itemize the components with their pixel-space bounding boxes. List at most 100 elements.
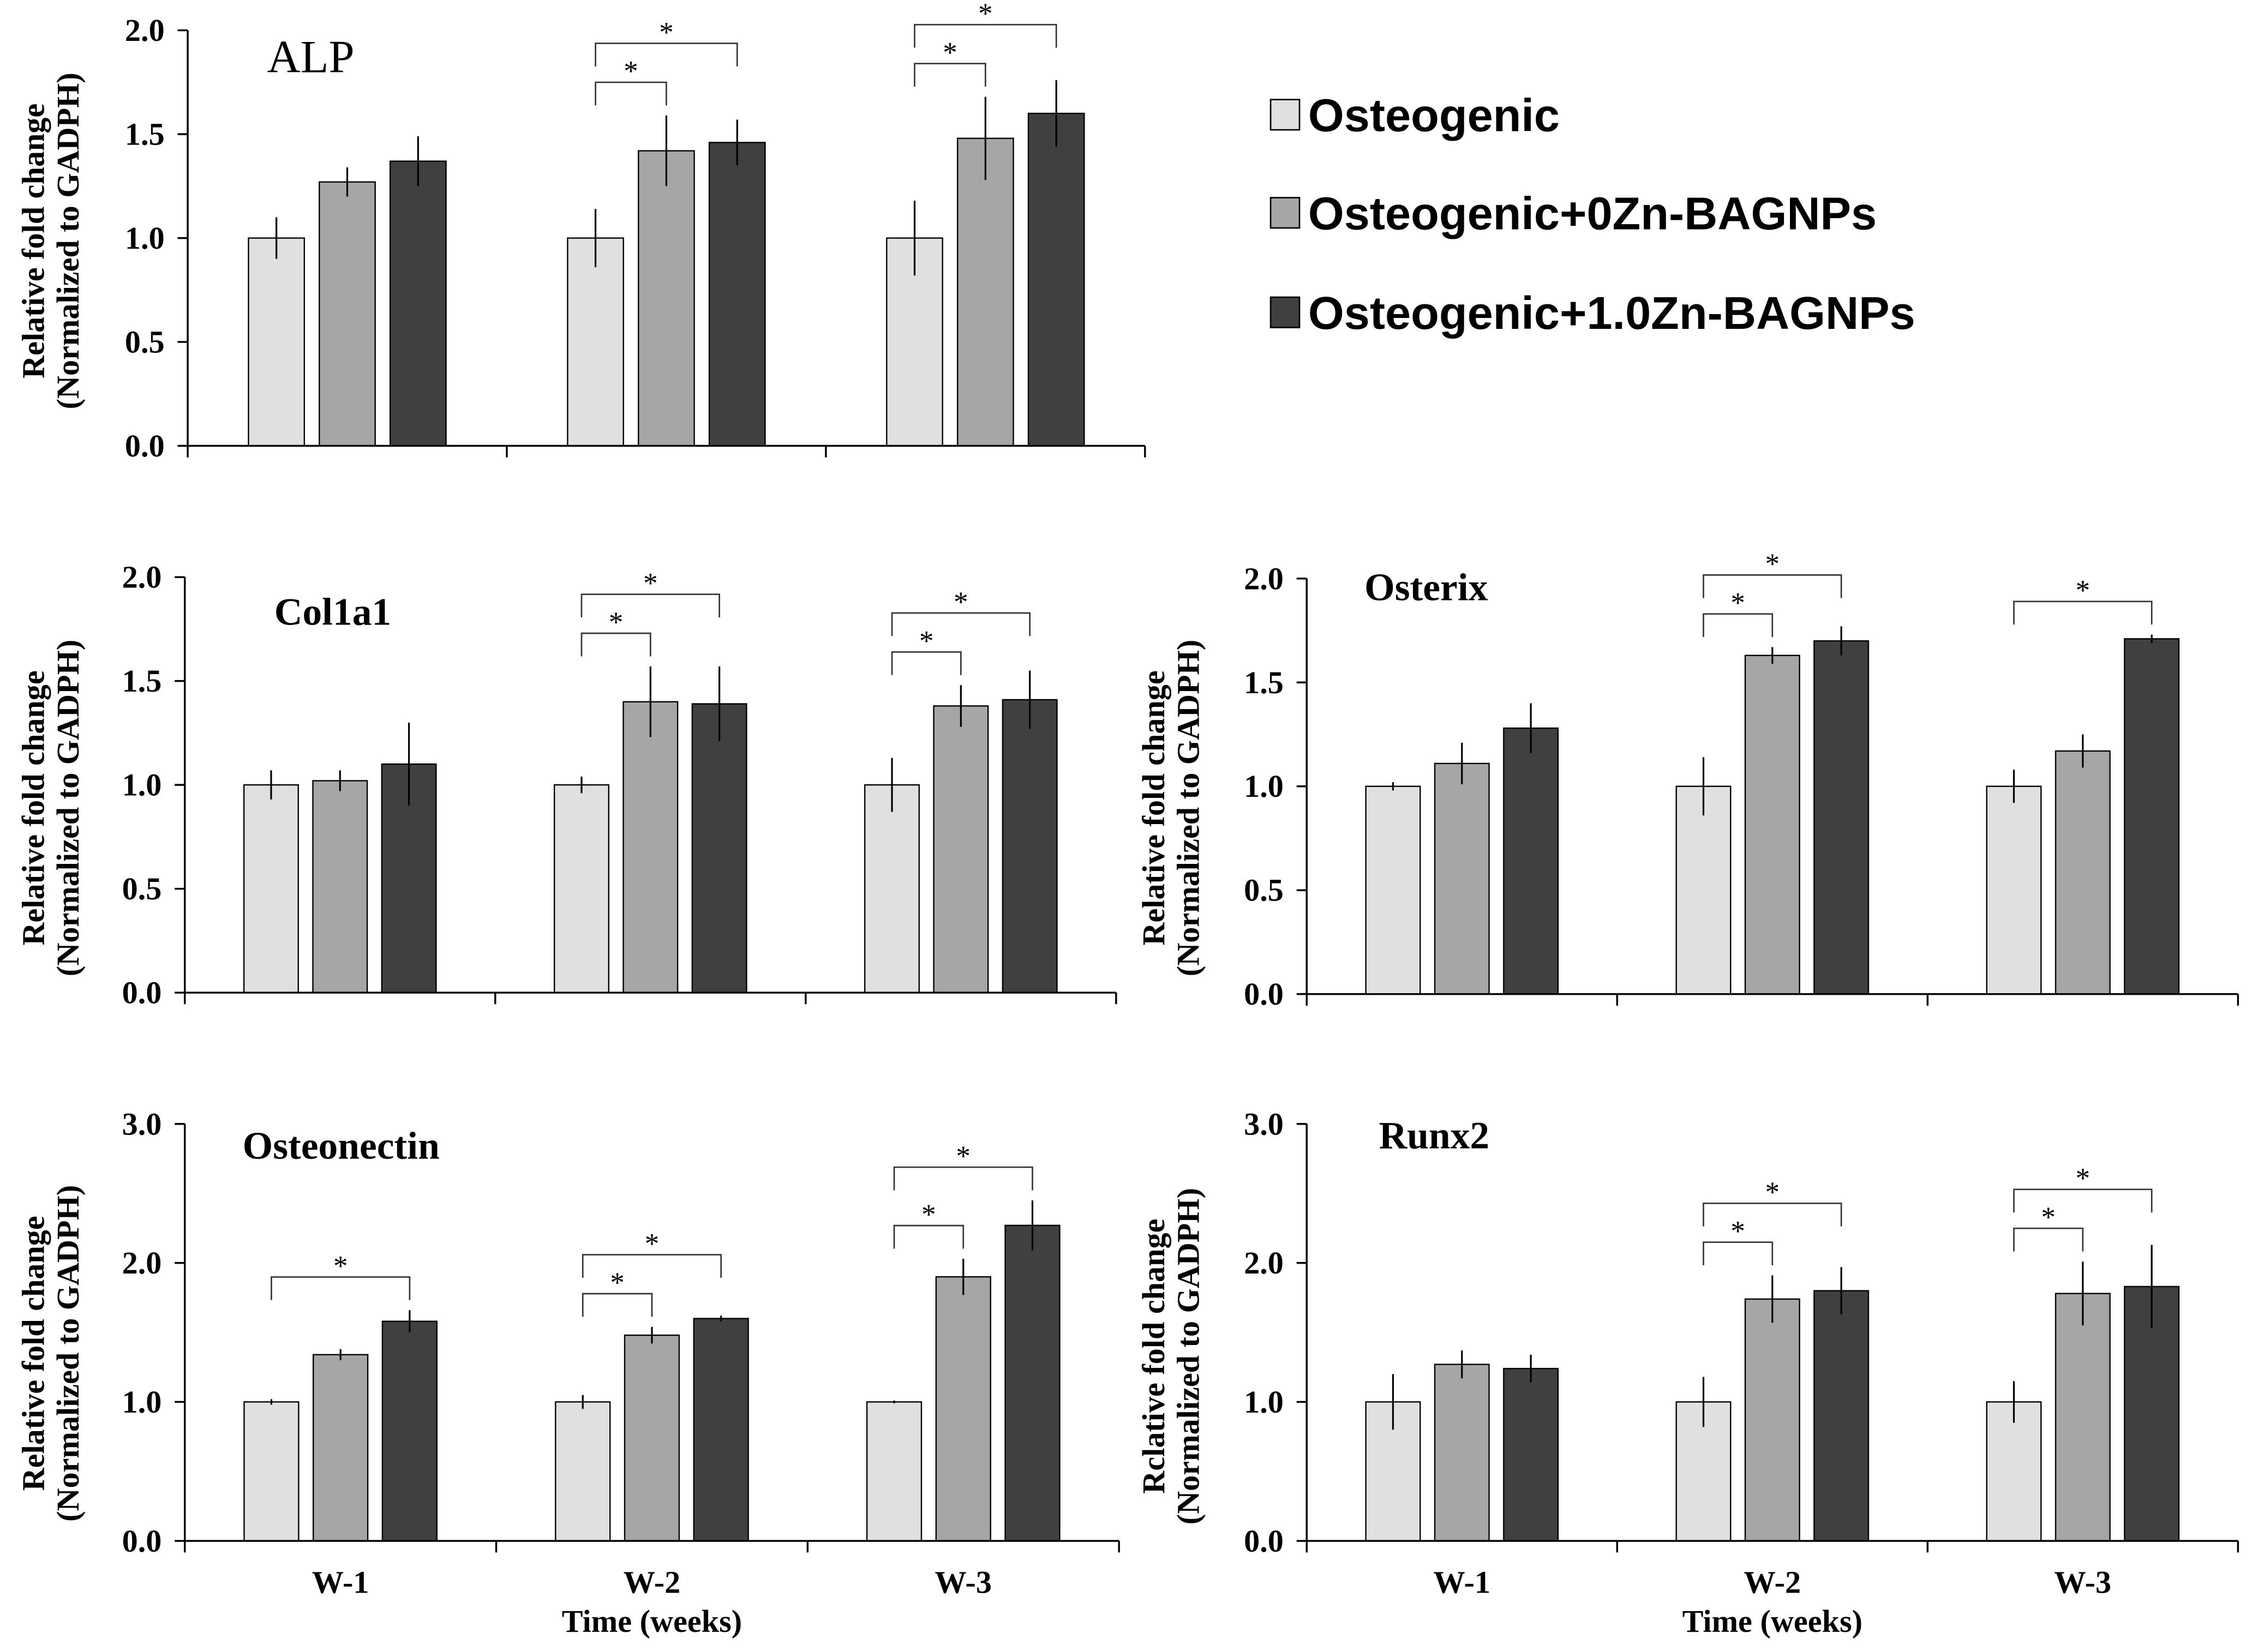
osterix-significance-bracket-3 [2013,600,2153,625]
osteonectin-bar-3-3 [1004,1224,1061,1542]
osterix-bar-1-3 [1503,727,1559,995]
osteonectin-y-tick-label-1: 1.0 [122,1384,162,1420]
osteonectin-bar-1-3 [381,1320,438,1542]
runx2-significance-star-2: * [1765,1177,1780,1209]
col1a1-significance-bracket-2 [580,593,720,618]
alp-significance-bracket-2 [595,43,738,67]
osteonectin-bar-2-2 [624,1334,680,1542]
runx2-significance-star-3: * [2041,1202,2055,1234]
osteonectin-significance-star-5: * [956,1140,971,1172]
col1a1-bar-3-3 [1002,699,1058,994]
osterix-title: Osterix [1364,566,1488,609]
runx2-chart: Runx2 Rclative fold change(Normalized to … [1136,1106,2239,1639]
col1a1-title: Col1a1 [274,590,391,633]
legend-item-osteogenic-0zn: Osteogenic+0Zn-BAGNPs [1269,188,1877,239]
alp-chart: ALP Relative fold change(Normalized to GA… [15,0,1146,464]
osteonectin-y-tick-label-3: 3.0 [122,1106,162,1142]
osteonectin-category-label-1: W-1 [312,1565,369,1600]
osteonectin-significance-bracket-5 [893,1166,1033,1191]
runx2-category-label-2: W-2 [1744,1565,1801,1600]
col1a1-bar-3-1 [864,784,920,994]
alp-y-tick-label-2: 1.0 [125,220,165,256]
osteonectin-significance-bracket-2 [582,1293,653,1317]
alp-title: ALP [267,32,355,82]
osteonectin-y-axis-label-line-1: Relative fold change [15,1216,51,1491]
runx2-significance-bracket-1 [1703,1241,1774,1266]
osterix-y-tick-label-4: 2.0 [1244,561,1284,596]
col1a1-y-axis-label-line-2: (Normalized to GADPH) [50,640,86,976]
osteonectin-significance-bracket-1 [271,1276,411,1300]
col1a1-bar-2-3 [691,703,747,994]
osterix-y-tick-label-2: 1.0 [1244,768,1284,804]
alp-significance-star-4: * [978,0,992,30]
legend-swatch-osteogenic-0zn [1269,197,1301,229]
col1a1-y-tick-label-0: 0.0 [122,975,162,1011]
alp-y-axis-label-line-2: (Normalized to GADPH) [50,73,86,409]
col1a1-significance-star-4: * [954,586,968,618]
osterix-y-axis-label-line-2: (Normalized to GADPH) [1171,640,1206,976]
alp-y-tick-label-4: 2.0 [125,13,165,48]
osteonectin-y-tick-label-2: 2.0 [122,1245,162,1281]
osterix-significance-star-3: * [2076,575,2090,606]
runx2-significance-star-1: * [1730,1216,1745,1247]
runx2-y-tick-label-2: 2.0 [1244,1245,1284,1281]
osteonectin-bar-2-3 [693,1318,749,1542]
legend-label-osteogenic-0zn: Osteogenic+0Zn-BAGNPs [1308,188,1877,239]
osteonectin-significance-star-4: * [921,1199,936,1230]
osteonectin-bar-1-2 [313,1354,369,1542]
alp-significance-star-1: * [624,56,638,87]
alp-bar-1-2 [319,181,376,447]
runx2-bar-2-2 [1744,1298,1800,1542]
runx2-y-tick-label-3: 3.0 [1244,1106,1284,1142]
osterix-bar-3-2 [2055,750,2111,995]
alp-significance-star-2: * [659,17,673,49]
osterix-y-tick-label-3: 1.5 [1244,665,1284,700]
runx2-y-tick-label-1: 1.0 [1244,1384,1284,1420]
legend-swatch-osteogenic [1269,99,1301,131]
runx2-significance-bracket-2 [1703,1202,1842,1227]
osteonectin-chart: Osteonectin Relative fold change(Normaliz… [15,1106,1120,1639]
osteonectin-title: Osteonectin [243,1124,440,1167]
osteonectin-significance-bracket-3 [582,1254,722,1278]
osterix-significance-bracket-2 [1703,574,1842,598]
alp-bar-2-2 [638,150,695,447]
osteonectin-bar-3-2 [935,1276,991,1542]
col1a1-y-tick-label-3: 1.5 [122,663,162,699]
alp-y-tick-label-3: 1.5 [125,117,165,152]
alp-bar-2-1 [567,237,624,447]
osterix-bar-1-1 [1365,785,1421,995]
osterix-chart: Osterix Relative fold change(Normalized t… [1136,549,2239,1012]
legend-label-osteogenic: Osteogenic [1308,89,1560,141]
col1a1-bar-2-1 [554,784,609,994]
alp-y-axis-label-line-1: Relative fold change [15,104,51,379]
osteonectin-significance-star-1: * [333,1251,348,1282]
osteonectin-x-axis-label: Time (weeks) [562,1603,742,1639]
osteonectin-bar-3-1 [866,1401,923,1542]
runx2-significance-bracket-3 [2013,1227,2084,1252]
legend-item-osteogenic-1zn: Osteogenic+1.0Zn-BAGNPs [1269,287,1915,339]
osteonectin-category-label-2: W-2 [624,1565,681,1600]
runx2-bar-1-2 [1434,1363,1490,1542]
col1a1-significance-bracket-1 [580,632,651,657]
alp-significance-star-3: * [943,37,957,69]
col1a1-significance-bracket-4 [891,612,1031,636]
alp-significance-bracket-3 [914,63,986,87]
col1a1-chart: Col1a1 Relative fold change(Normalized to… [15,560,1117,1011]
osterix-significance-bracket-1 [1703,613,1774,638]
col1a1-significance-bracket-3 [891,651,962,675]
osteonectin-significance-bracket-4 [893,1224,965,1249]
osterix-bar-3-3 [2124,638,2180,995]
runx2-significance-star-4: * [2076,1163,2090,1194]
runx2-x-axis-label: Time (weeks) [1682,1603,1862,1639]
osterix-bar-2-2 [1744,654,1800,995]
osteonectin-significance-star-3: * [645,1228,659,1260]
runx2-y-axis-label-line-1: Rclative fold change [1136,1219,1171,1494]
col1a1-significance-star-1: * [609,606,623,638]
osterix-bar-1-2 [1434,762,1490,995]
osteonectin-bar-1-1 [243,1401,300,1542]
legend-item-osteogenic: Osteogenic [1269,89,1560,141]
alp-bar-2-3 [708,142,766,447]
osterix-y-tick-label-1: 0.5 [1244,873,1284,908]
